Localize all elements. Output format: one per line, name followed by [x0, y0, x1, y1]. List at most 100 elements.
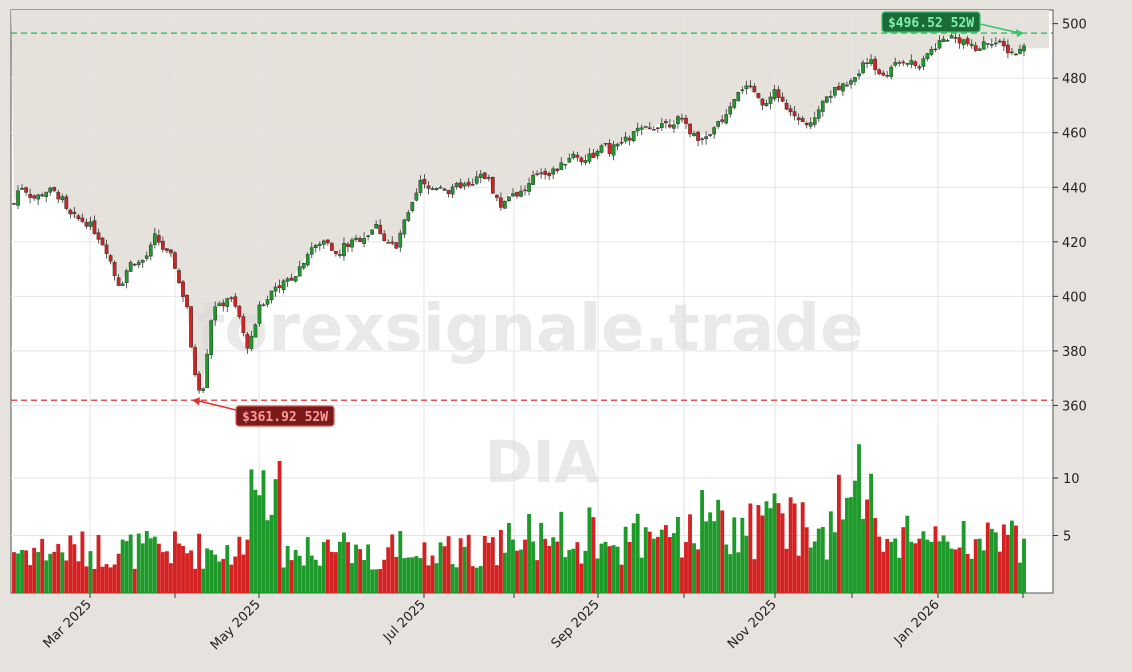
candle-body: [56, 192, 61, 200]
volume-bar: [861, 518, 865, 593]
price-tick-label: 460: [1062, 127, 1087, 142]
low-arrow: [195, 399, 237, 411]
low-arrowhead: [192, 397, 200, 406]
volume-bar: [338, 541, 342, 593]
volume-bar: [953, 549, 958, 593]
candle-body: [354, 237, 358, 240]
candle-body: [511, 193, 515, 197]
volume-bar: [382, 559, 387, 593]
volume-bar: [760, 515, 765, 593]
plot-background: [10, 9, 1054, 594]
candle-body: [692, 133, 696, 136]
candle-body: [917, 66, 922, 69]
volume-bar: [354, 544, 358, 593]
volume-bar: [454, 567, 459, 593]
volume-bar: [410, 557, 415, 593]
candle-body: [776, 89, 781, 98]
candle-body: [406, 212, 411, 221]
candle-body: [269, 290, 274, 301]
candle-body: [635, 127, 640, 132]
candle-body: [555, 168, 560, 172]
candle-body: [237, 305, 242, 317]
volume-bar: [941, 535, 946, 593]
volume-bar: [567, 549, 572, 593]
volume-bar: [591, 517, 596, 593]
volume-bar: [1005, 534, 1010, 593]
candle-body: [837, 85, 841, 91]
candle-body: [317, 243, 322, 246]
volume-bar: [414, 556, 419, 593]
price-tick-label: 420: [1062, 236, 1087, 251]
volume-bar: [740, 517, 745, 593]
volume-bar: [643, 527, 648, 593]
candle-body: [205, 353, 210, 388]
volume-bar: [84, 566, 89, 593]
candle-body: [370, 229, 374, 235]
volume-bar: [317, 565, 322, 593]
candle-body: [583, 160, 588, 163]
volume-bar: [225, 545, 230, 593]
candle-body: [165, 248, 169, 251]
volume-bar: [623, 526, 628, 593]
volume-bar: [285, 546, 290, 593]
volume-bar: [639, 557, 644, 593]
volume-bar: [704, 521, 709, 593]
candle-body: [921, 58, 926, 67]
volume-tick-label: 10: [1063, 472, 1080, 487]
volume-bar: [442, 546, 447, 593]
candle-body: [849, 80, 853, 85]
volume-bar: [245, 539, 250, 593]
volume-bar: [366, 544, 371, 593]
candle-body: [193, 347, 197, 375]
volume-bar: [386, 547, 391, 593]
volume-bar: [1022, 538, 1026, 593]
volume-bar: [193, 568, 198, 593]
candle-body: [824, 96, 829, 103]
volume-bar: [120, 539, 125, 593]
candle-body: [48, 187, 53, 193]
candle-body: [523, 189, 527, 192]
candle-body: [112, 262, 117, 276]
candle-body: [185, 295, 189, 308]
volume-bar: [40, 538, 45, 593]
candle-body: [853, 77, 857, 82]
candle-body: [567, 157, 572, 163]
candle-body: [937, 40, 942, 49]
candle-body: [591, 152, 596, 158]
volume-bar: [181, 545, 185, 593]
volume-bar: [394, 556, 399, 593]
candle-body: [342, 242, 346, 257]
volume-bar: [712, 521, 717, 593]
volume-bar: [965, 553, 970, 593]
candle-body: [486, 177, 491, 179]
candle-body: [965, 38, 970, 44]
candle-body: [945, 40, 950, 42]
volume-bar: [257, 495, 262, 593]
volume-bar: [56, 543, 61, 593]
candle-body: [845, 84, 849, 87]
candle-body: [495, 195, 499, 198]
volume-bar: [539, 522, 544, 593]
candle-body: [527, 183, 531, 192]
candle-body: [418, 179, 423, 193]
high-callout-box: [881, 11, 981, 33]
volume-bar: [828, 511, 833, 593]
candle-body: [1002, 41, 1006, 47]
volume-bar: [402, 558, 407, 593]
candle-body: [828, 95, 833, 98]
candle-body: [740, 89, 745, 92]
volume-bar: [579, 563, 584, 593]
volume-bar: [993, 532, 998, 593]
candle-body: [157, 235, 161, 243]
volume-bar: [820, 527, 825, 593]
volume-bar: [152, 536, 157, 593]
candle-body: [390, 241, 395, 244]
volume-bar: [901, 527, 906, 593]
volume-bar: [728, 554, 733, 593]
volume-bar: [615, 546, 620, 593]
volume-bar: [209, 550, 214, 593]
candle-body: [68, 209, 73, 215]
volume-bar: [873, 518, 878, 593]
candle-body: [985, 43, 990, 45]
volume-bar: [333, 552, 338, 593]
